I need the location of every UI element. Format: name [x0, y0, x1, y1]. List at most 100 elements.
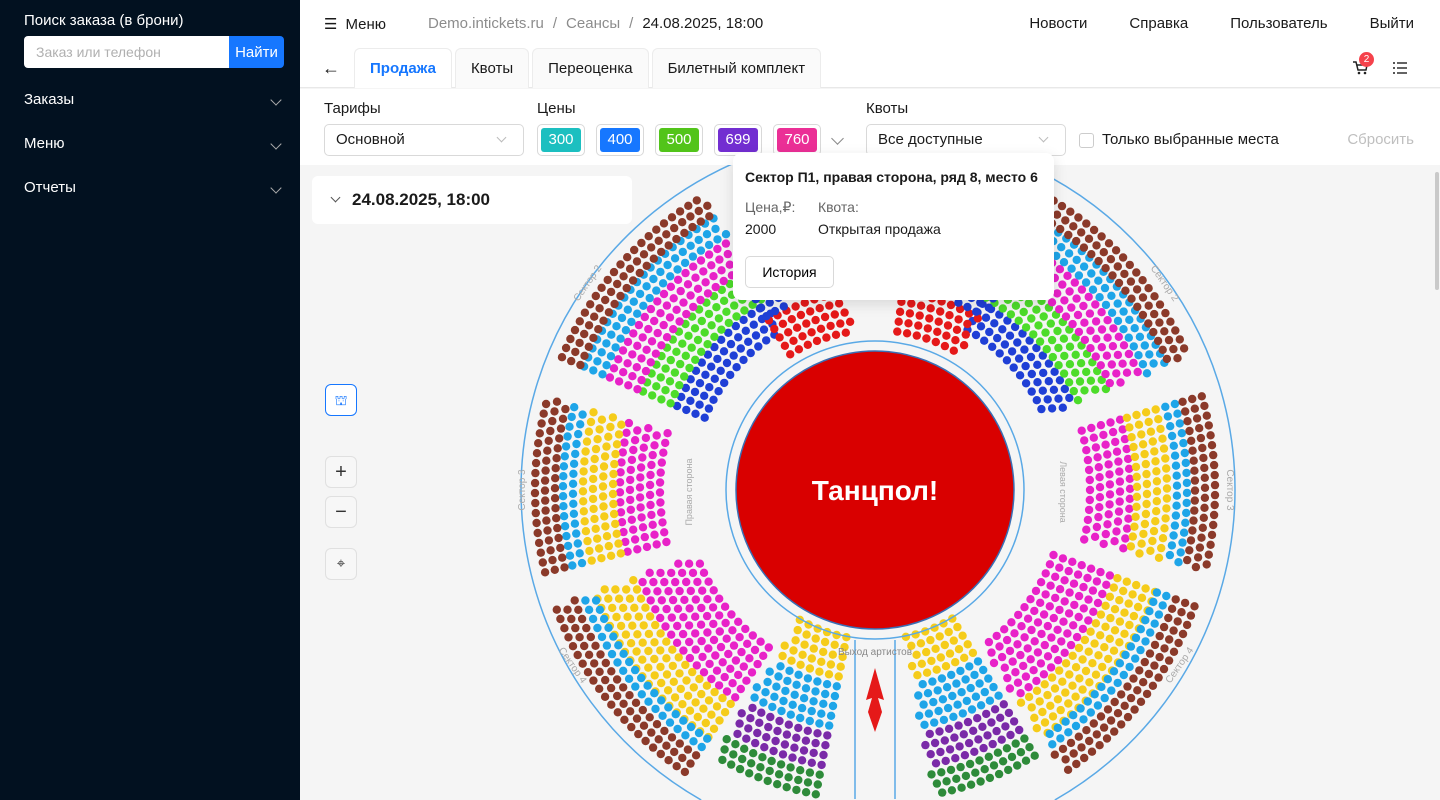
seat[interactable] — [1133, 686, 1142, 695]
seat[interactable] — [960, 653, 969, 662]
tariff-select[interactable]: Основной — [324, 124, 524, 156]
seat[interactable] — [726, 664, 735, 673]
seat[interactable] — [1093, 453, 1102, 462]
seat[interactable] — [727, 610, 736, 619]
seat[interactable] — [616, 468, 625, 477]
seat[interactable] — [650, 654, 659, 664]
seat[interactable] — [1096, 610, 1106, 619]
seat[interactable] — [578, 659, 587, 668]
seat[interactable] — [990, 705, 1000, 714]
seat[interactable] — [1142, 369, 1152, 378]
seat[interactable] — [667, 613, 676, 622]
seat[interactable] — [607, 700, 616, 709]
seat[interactable] — [1066, 640, 1076, 650]
seat[interactable] — [652, 382, 661, 391]
seat[interactable] — [771, 736, 780, 746]
seat[interactable] — [704, 577, 713, 586]
seat[interactable] — [593, 435, 602, 444]
seat[interactable] — [1151, 457, 1160, 466]
seat[interactable] — [787, 315, 796, 324]
seat[interactable] — [662, 604, 671, 614]
seat[interactable] — [579, 497, 588, 506]
seat[interactable] — [1084, 505, 1094, 515]
seat[interactable] — [907, 661, 917, 671]
seat[interactable] — [1133, 302, 1142, 311]
seat[interactable] — [567, 412, 576, 422]
seat[interactable] — [1020, 633, 1029, 642]
seat[interactable] — [1114, 457, 1123, 466]
seat[interactable] — [714, 387, 723, 396]
seat[interactable] — [1132, 580, 1141, 590]
seat[interactable] — [1053, 625, 1062, 634]
seat[interactable] — [984, 674, 993, 683]
seat[interactable] — [1125, 474, 1135, 483]
seat[interactable] — [1033, 378, 1042, 387]
seat[interactable] — [1072, 632, 1082, 642]
seat[interactable] — [926, 635, 935, 645]
seat[interactable] — [704, 240, 714, 250]
seat[interactable] — [657, 596, 666, 605]
seat[interactable] — [1090, 532, 1100, 541]
seat[interactable] — [780, 740, 790, 749]
seat[interactable] — [683, 745, 693, 754]
seat[interactable] — [785, 666, 794, 675]
seat[interactable] — [1071, 663, 1081, 672]
seat[interactable] — [709, 395, 718, 404]
seat[interactable] — [599, 462, 609, 471]
seat[interactable] — [658, 518, 667, 527]
seat[interactable] — [1000, 340, 1010, 349]
seat[interactable] — [748, 703, 757, 713]
seat[interactable] — [1115, 497, 1124, 506]
seat[interactable] — [720, 672, 729, 682]
seat[interactable] — [1171, 326, 1180, 335]
seat[interactable] — [1072, 236, 1081, 246]
seat[interactable] — [720, 708, 730, 717]
seat[interactable] — [683, 280, 693, 289]
seat[interactable] — [1101, 264, 1110, 273]
seat[interactable] — [811, 315, 820, 325]
seat[interactable] — [952, 679, 961, 688]
seat[interactable] — [703, 289, 713, 298]
seat[interactable] — [970, 747, 979, 756]
seat[interactable] — [1065, 360, 1075, 369]
seat[interactable] — [661, 386, 670, 395]
seat[interactable] — [597, 283, 606, 292]
seat[interactable] — [774, 770, 784, 779]
seat[interactable] — [675, 317, 684, 326]
seat[interactable] — [1209, 520, 1218, 530]
seat[interactable] — [1136, 697, 1146, 706]
seat[interactable] — [1169, 647, 1179, 656]
seat[interactable] — [941, 662, 951, 671]
seat[interactable] — [1156, 424, 1165, 434]
seat[interactable] — [1129, 674, 1138, 683]
seat[interactable] — [574, 429, 583, 439]
reset-button[interactable]: Сбросить — [1347, 131, 1414, 148]
seat[interactable] — [697, 636, 706, 646]
seat[interactable] — [1130, 452, 1140, 462]
seat[interactable] — [619, 368, 628, 377]
seat[interactable] — [614, 641, 623, 650]
seat[interactable] — [732, 312, 741, 321]
seat[interactable] — [630, 603, 639, 612]
seat[interactable] — [1122, 413, 1132, 422]
seat[interactable] — [584, 342, 593, 351]
seat[interactable] — [552, 397, 562, 406]
seat[interactable] — [612, 675, 622, 684]
seat[interactable] — [1003, 316, 1012, 325]
seat[interactable] — [714, 314, 724, 323]
seat[interactable] — [726, 370, 735, 380]
seat[interactable] — [630, 436, 640, 445]
seat[interactable] — [682, 309, 691, 319]
seat[interactable] — [1025, 743, 1034, 752]
seat[interactable] — [613, 279, 622, 289]
seat[interactable] — [1016, 698, 1026, 707]
seat[interactable] — [595, 667, 604, 676]
seat[interactable] — [841, 328, 850, 337]
seat[interactable] — [589, 504, 598, 514]
seat[interactable] — [1058, 744, 1068, 754]
seat[interactable] — [639, 443, 648, 452]
seat[interactable] — [1032, 343, 1041, 353]
seat[interactable] — [1072, 294, 1081, 303]
seat[interactable] — [764, 722, 773, 732]
seat[interactable] — [541, 399, 551, 409]
